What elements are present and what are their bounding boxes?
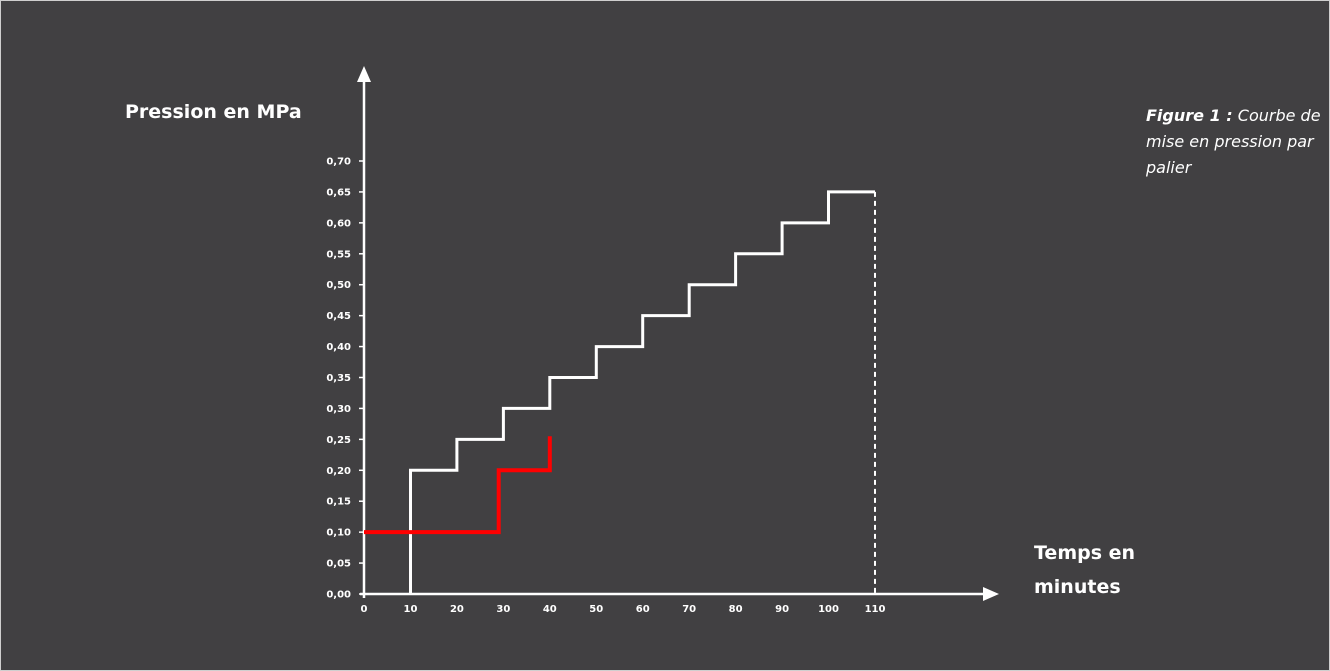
- y-tick-label: 0,55: [326, 249, 351, 260]
- y-tick-label: 0,65: [326, 187, 351, 198]
- y-tick-label: 0,45: [326, 311, 351, 322]
- x-tick-label: 10: [403, 604, 417, 615]
- y-tick-label: 0,25: [326, 435, 351, 446]
- series-red-steps: [364, 436, 552, 535]
- x-tick-label: 40: [543, 604, 557, 615]
- x-tick-labels: 0 10 20 30 40 50 60 70 80 90 100 110: [361, 604, 886, 615]
- y-tick-label: 0,10: [326, 528, 351, 539]
- y-tick-label: 0,05: [326, 559, 351, 570]
- figure-caption: Figure 1 : Courbe de mise en pression pa…: [1146, 103, 1330, 181]
- y-tick-label: 0,60: [326, 218, 351, 229]
- y-tick-label: 0,35: [326, 373, 351, 384]
- figure-caption-text: Courbe de mise en pression par palier: [1146, 106, 1321, 177]
- x-tick-label: 0: [361, 604, 368, 615]
- series-white-steps: [409, 190, 875, 594]
- x-axis-arrow: [983, 587, 999, 601]
- x-tick-label: 80: [729, 604, 743, 615]
- x-tick-label: 70: [682, 604, 696, 615]
- y-tick-label: 0,50: [326, 280, 351, 291]
- x-tick-label: 30: [496, 604, 510, 615]
- y-tick-label: 0,30: [326, 404, 351, 415]
- x-tick-label: 110: [865, 604, 886, 615]
- y-tick-label: 0,15: [326, 497, 351, 508]
- y-tick-label: 0,40: [326, 342, 351, 353]
- x-tick-label: 50: [589, 604, 603, 615]
- x-tick-label: 90: [775, 604, 789, 615]
- chart-axes: [357, 66, 999, 601]
- y-tick-labels: 0,00 0,05 0,10 0,15 0,20 0,25 0,30 0,35 0,40 0,45…: [326, 157, 364, 601]
- chart-series: [364, 190, 876, 594]
- y-axis-label: Pression en MPa: [125, 101, 302, 123]
- x-tick-label: 20: [450, 604, 464, 615]
- y-axis-arrow: [357, 66, 371, 82]
- y-tick-label: 0,20: [326, 466, 351, 477]
- x-tick-label: 60: [636, 604, 650, 615]
- y-tick-label: 0,00: [326, 590, 351, 601]
- x-axis-label: Temps en minutes: [1034, 542, 1136, 598]
- y-tick-label: 0,70: [326, 157, 351, 168]
- x-tick-label: 100: [818, 604, 839, 615]
- figure-caption-lead: Figure 1 :: [1146, 106, 1233, 125]
